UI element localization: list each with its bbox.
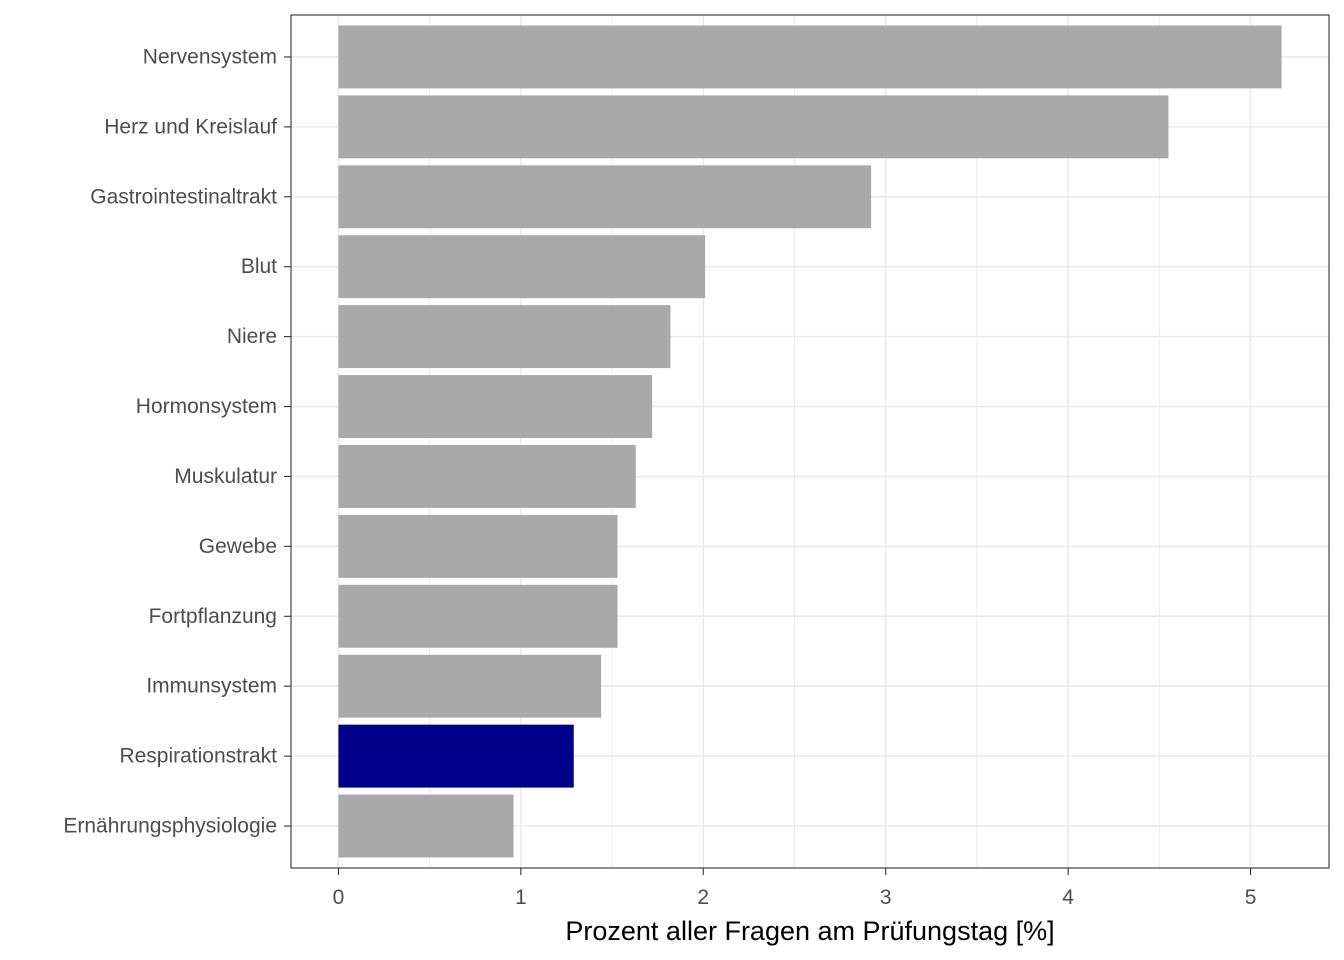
- y-axis: Nervensystem Herz und Kreislauf Gastrointe…: [63, 45, 291, 838]
- x-tick-label: 5: [1245, 886, 1257, 909]
- bar: [338, 514, 618, 578]
- bar: [338, 165, 872, 229]
- bar: [338, 305, 671, 369]
- y-tick-label: Gewebe: [199, 535, 277, 558]
- y-tick-label: Nervensystem: [143, 45, 277, 68]
- x-tick-label: 2: [697, 886, 709, 909]
- y-tick-label: Respirationstrakt: [119, 745, 277, 768]
- x-tick-label: 0: [333, 886, 345, 909]
- bar: [338, 25, 1282, 89]
- y-tick-label: Muskulatur: [174, 465, 277, 488]
- x-tick-label: 3: [880, 886, 892, 909]
- bar: [338, 724, 574, 788]
- y-tick-label: Blut: [241, 255, 277, 278]
- y-tick-label: Niere: [227, 325, 277, 348]
- y-tick-label: Gastrointestinaltrakt: [90, 185, 277, 208]
- y-tick-label: Fortpflanzung: [149, 605, 277, 628]
- bar: [338, 444, 636, 508]
- y-tick-label: Hormonsystem: [136, 395, 277, 418]
- x-tick-label: 4: [1062, 886, 1074, 909]
- bar: [338, 375, 653, 439]
- x-axis: 0 1 2 3 4 5: [333, 868, 1257, 909]
- y-tick-label: Herz und Kreislauf: [104, 115, 277, 138]
- bars: [338, 25, 1282, 858]
- y-tick-label: Immunsystem: [146, 675, 277, 698]
- bar: [338, 794, 514, 858]
- y-tick-label: Ernährungsphysiologie: [63, 815, 277, 838]
- bar: [338, 95, 1169, 159]
- panel-border: [290, 14, 1330, 869]
- bar: [338, 654, 602, 718]
- x-axis-title: Prozent aller Fragen am Prüfungstag [%]: [565, 916, 1054, 946]
- bar: [338, 235, 706, 299]
- bar: [338, 584, 618, 648]
- x-tick-label: 1: [515, 886, 527, 909]
